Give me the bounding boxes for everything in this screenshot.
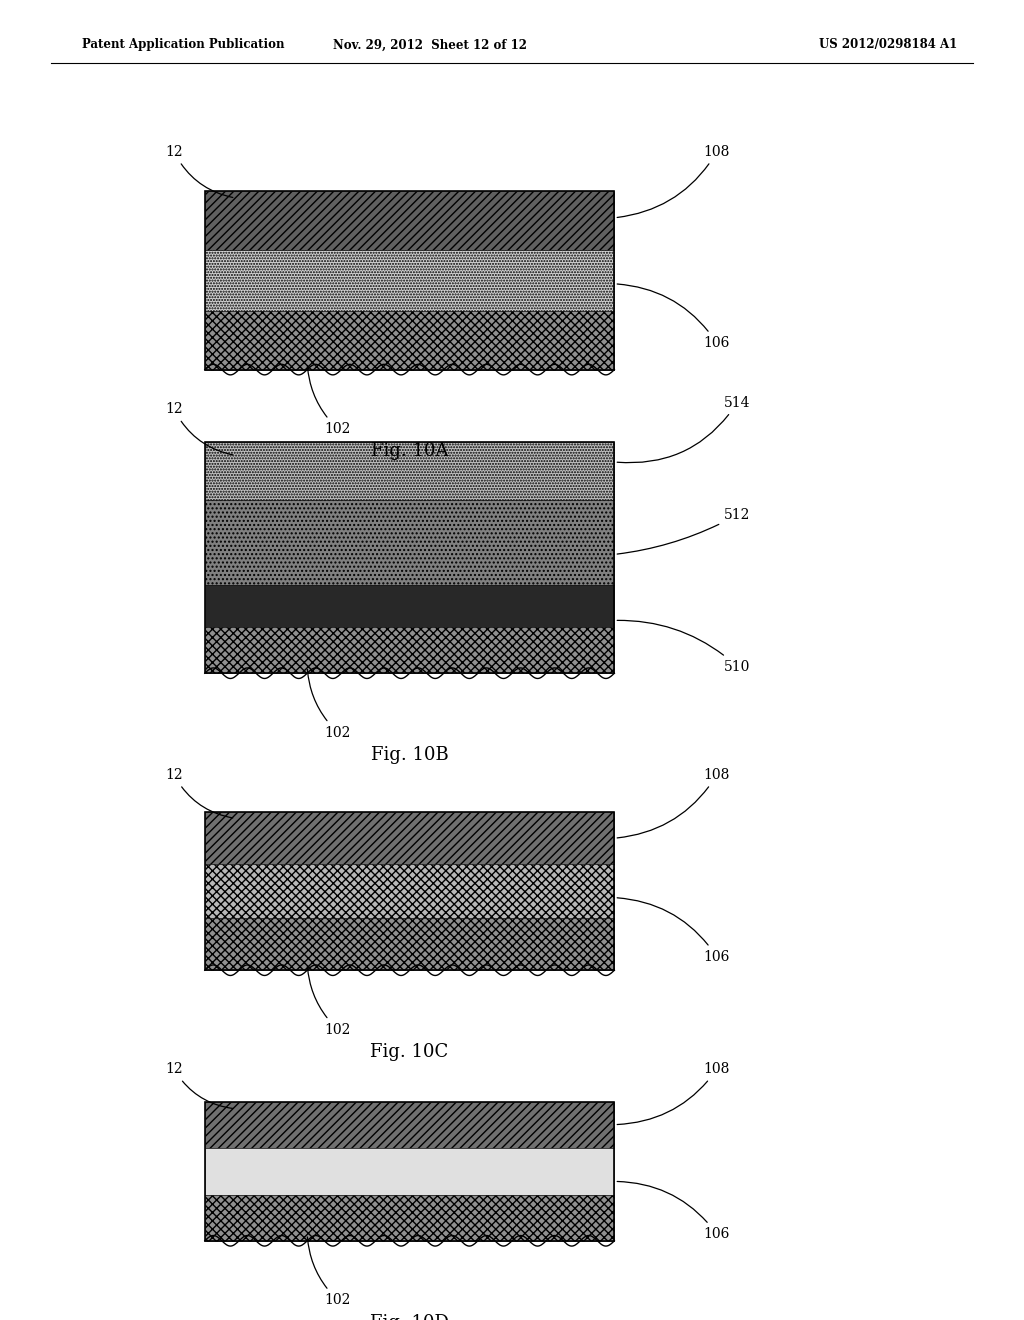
Text: 514: 514 <box>617 396 751 463</box>
Text: 102: 102 <box>307 1237 351 1307</box>
Bar <box>205 500 614 586</box>
Text: 102: 102 <box>307 966 351 1036</box>
Text: US 2012/0298184 A1: US 2012/0298184 A1 <box>819 38 957 51</box>
Text: 102: 102 <box>307 669 351 739</box>
Text: 108: 108 <box>617 768 730 838</box>
Text: 102: 102 <box>307 366 351 436</box>
Bar <box>205 1102 614 1241</box>
Text: 12: 12 <box>165 145 232 198</box>
Bar <box>205 812 614 970</box>
Bar <box>205 251 614 310</box>
Text: 108: 108 <box>617 145 730 218</box>
Bar <box>205 310 614 370</box>
Text: 12: 12 <box>165 768 232 818</box>
Bar <box>205 1148 614 1195</box>
Text: 106: 106 <box>617 898 730 964</box>
Bar <box>205 1195 614 1241</box>
Text: 106: 106 <box>617 284 730 350</box>
Text: 512: 512 <box>617 508 751 554</box>
Text: Fig. 10B: Fig. 10B <box>371 746 449 764</box>
Text: Fig. 10A: Fig. 10A <box>371 442 449 461</box>
Bar <box>205 191 614 251</box>
Text: 12: 12 <box>165 1063 232 1109</box>
Bar <box>205 586 614 627</box>
Text: 108: 108 <box>617 1063 730 1125</box>
Bar <box>205 442 614 500</box>
Bar <box>205 865 614 917</box>
Text: 12: 12 <box>165 403 232 455</box>
Bar <box>205 627 614 673</box>
Text: 106: 106 <box>617 1181 730 1241</box>
Text: Patent Application Publication: Patent Application Publication <box>82 38 285 51</box>
Bar <box>205 917 614 970</box>
Bar <box>205 191 614 370</box>
Text: Fig. 10D: Fig. 10D <box>370 1313 450 1320</box>
Text: Nov. 29, 2012  Sheet 12 of 12: Nov. 29, 2012 Sheet 12 of 12 <box>333 38 527 51</box>
Bar <box>205 442 614 673</box>
Bar <box>205 812 614 865</box>
Text: Fig. 10C: Fig. 10C <box>371 1043 449 1061</box>
Bar <box>205 1102 614 1148</box>
Text: 510: 510 <box>617 620 751 673</box>
